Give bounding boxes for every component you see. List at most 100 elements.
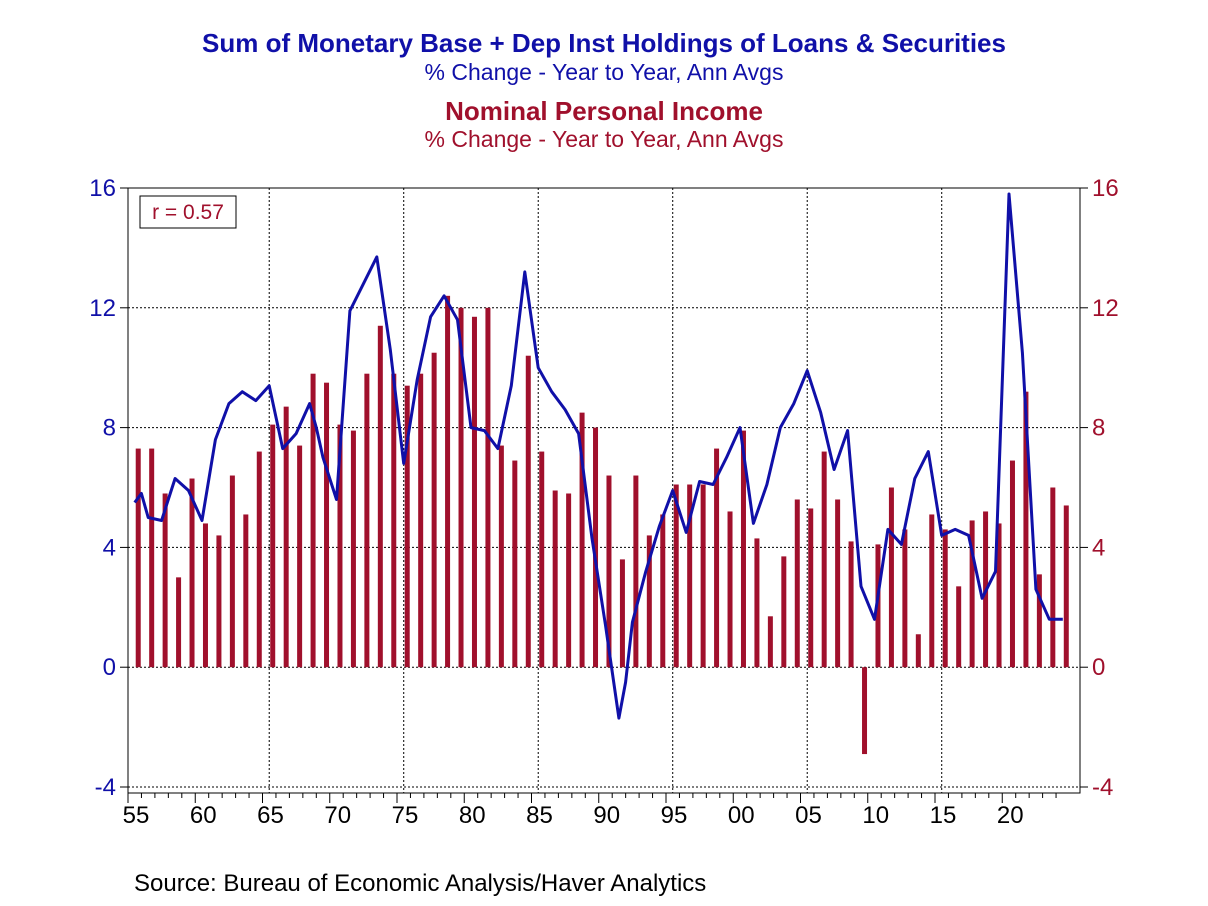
bar [1009, 460, 1015, 668]
bar [297, 445, 303, 668]
bar [1063, 505, 1069, 668]
y-tick-label-right: 4 [1092, 534, 1105, 561]
series-line [133, 192, 1063, 720]
line-series-monetary-base [133, 192, 1063, 720]
bar [606, 475, 612, 668]
bar [821, 451, 827, 668]
bar [794, 499, 800, 668]
bar [969, 520, 975, 668]
bar [862, 667, 868, 755]
y-tick-label-left: 4 [103, 534, 116, 561]
bar [740, 430, 746, 668]
bar [229, 475, 235, 668]
y-tick-label-left: 8 [103, 415, 116, 442]
bar [216, 535, 222, 668]
bar [848, 541, 854, 668]
x-tick-label: 00 [728, 802, 755, 829]
bar [377, 325, 383, 668]
bar [189, 478, 195, 668]
series2-subtitle: % Change - Year to Year, Ann Avgs [424, 126, 784, 152]
correlation-annotation: r = 0.57 [139, 195, 237, 229]
bar [485, 307, 491, 668]
bar [942, 529, 948, 668]
bar [687, 484, 693, 668]
bar [835, 499, 841, 668]
y-tick-label-right: 0 [1092, 654, 1105, 681]
y-tick-label-right: 12 [1092, 295, 1119, 322]
bar [754, 538, 760, 668]
bar [1036, 574, 1042, 668]
x-tick-label: 05 [795, 802, 822, 829]
annotation-box [139, 195, 237, 229]
y-tick-label-right: 16 [1092, 175, 1119, 202]
series2-title: Nominal Personal Income [445, 96, 763, 126]
bar [391, 373, 397, 668]
bar [579, 412, 585, 668]
x-tick-label: 90 [593, 802, 620, 829]
bar [646, 535, 652, 668]
bar [633, 475, 639, 668]
x-tick-label: 65 [257, 802, 284, 829]
bar [552, 490, 558, 668]
bar [364, 373, 370, 668]
source-note: Source: Bureau of Economic Analysis/Have… [134, 870, 707, 897]
bar [431, 352, 437, 668]
bar [283, 406, 289, 668]
bar [539, 451, 545, 668]
grid-lines [128, 188, 1080, 793]
y-tick-label-left: -4 [95, 774, 116, 801]
bar [767, 616, 773, 668]
x-tick-label: 60 [190, 802, 217, 829]
x-tick-label: 20 [997, 802, 1024, 829]
bar [471, 316, 477, 668]
bar [256, 451, 262, 668]
y-tick-label-left: 16 [89, 175, 116, 202]
bar [176, 577, 182, 668]
bar [310, 373, 316, 668]
x-tick-label: 70 [324, 802, 351, 829]
bar [1023, 391, 1029, 668]
x-tick-label: 80 [459, 802, 486, 829]
bar [566, 493, 572, 668]
bar [498, 445, 504, 668]
x-tick-label: 95 [661, 802, 688, 829]
bar [929, 514, 935, 668]
x-tick-label: 55 [123, 802, 150, 829]
x-tick-label: 85 [526, 802, 553, 829]
bar [243, 514, 249, 668]
y-tick-label-right: 8 [1092, 415, 1105, 442]
bar [996, 523, 1002, 668]
bar [202, 523, 208, 668]
bar [337, 424, 343, 668]
x-tick-label: 10 [862, 802, 889, 829]
bar [350, 430, 356, 668]
bar [418, 373, 424, 668]
y-tick-label-left: 12 [89, 295, 116, 322]
bar [619, 559, 625, 668]
bar [660, 514, 666, 668]
bar [324, 382, 330, 668]
bar [902, 529, 908, 668]
y-tick-label-left: 0 [103, 654, 116, 681]
bar [888, 487, 894, 668]
bar [593, 427, 599, 668]
bar [525, 355, 531, 668]
annotation-text: r = 0.57 [152, 201, 224, 224]
bar-series-personal-income [135, 295, 1069, 755]
bar [956, 586, 962, 668]
bar [781, 556, 787, 668]
bar [270, 424, 276, 668]
bar [458, 307, 464, 668]
bar [512, 460, 518, 668]
bar [714, 448, 720, 668]
series1-title: Sum of Monetary Base + Dep Inst Holdings… [202, 28, 1006, 58]
bar [135, 448, 141, 668]
bar [1050, 487, 1056, 668]
plot-frame [127, 187, 1081, 794]
bar [915, 634, 921, 668]
bar [673, 484, 679, 668]
y-tick-label-right: -4 [1092, 774, 1113, 801]
bar [700, 484, 706, 668]
